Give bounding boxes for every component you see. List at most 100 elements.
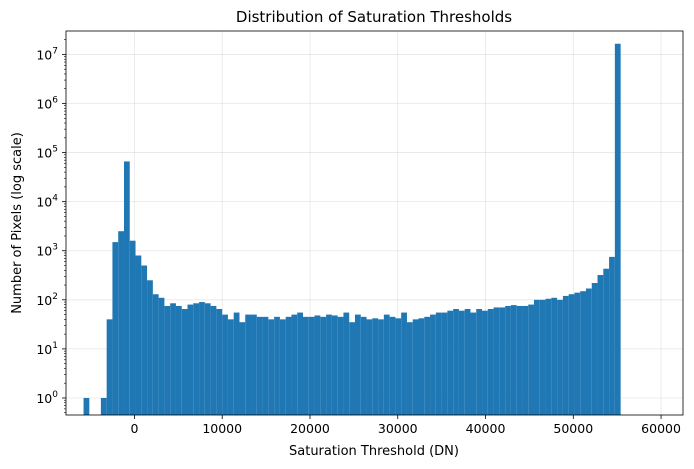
histogram-bar [291,314,298,415]
x-tick-label: 30000 [378,421,418,436]
histogram-bar [285,316,292,415]
histogram-bar [216,309,223,415]
histogram-bar [609,256,615,415]
histogram-bar [378,319,384,415]
x-tick-label: 50000 [553,421,593,436]
histogram-bar [551,297,558,415]
histogram-bar [366,319,373,415]
histogram-bar [343,312,350,415]
histogram-bar [401,312,407,415]
histogram-bar [441,312,448,415]
histogram-bar [187,304,194,415]
histogram-bar [279,319,286,415]
histogram-bar [245,314,252,415]
histogram-bar [476,309,483,415]
histogram-bar [326,314,332,415]
histogram-bar [222,314,228,415]
histogram-bar [528,304,535,415]
histogram-bar [545,298,552,415]
y-tick-label: 103 [36,243,58,259]
histogram-bar [360,316,367,415]
histogram-bar [233,312,240,415]
histogram-bar [262,316,269,415]
histogram-bar [251,314,257,415]
histogram-bar [603,268,610,415]
histogram-bar [181,309,188,415]
histogram-bar [256,316,263,415]
histogram-bar [464,309,471,415]
x-axis-ticks: 0 10000 20000 30000 40000 50000 60000 [130,415,681,436]
histogram-bar [239,322,246,415]
histogram-bar [106,319,113,415]
histogram-bar [516,305,523,415]
histogram-bar [418,318,425,415]
histogram-bar [482,310,488,415]
histogram-bar [303,316,309,415]
histogram-bar [83,397,90,415]
histogram-bar [493,307,500,415]
plot-frame [65,30,684,416]
histogram-bar [227,319,234,415]
histogram-bar [383,314,390,415]
histogram-bar [372,318,379,415]
x-tick-label: 40000 [466,421,506,436]
histogram-bar [412,319,419,415]
histogram-bar [152,294,159,415]
histogram-bar [499,307,506,415]
histogram-bar [406,322,413,415]
histogram-bar [349,322,355,415]
histogram-bar [314,315,321,415]
histogram-bar [574,292,581,415]
histogram-bars [83,43,621,416]
y-axis-ticks: 100 101 102 103 104 105 106 107 [36,39,66,414]
histogram-bar [522,305,529,415]
histogram-bar [164,305,171,415]
y-tick-label: 104 [36,194,58,210]
y-tick-label: 106 [36,95,58,111]
histogram-bar [539,299,546,415]
histogram-bar [123,161,130,415]
histogram-bar [158,297,165,415]
histogram-bar [580,291,586,415]
y-tick-label: 101 [36,341,58,357]
y-tick-label: 100 [36,390,58,406]
y-tick-label: 107 [36,46,58,62]
histogram-bar [591,283,598,415]
histogram-bar [424,316,431,415]
x-axis-label: Saturation Threshold (DN) [289,444,459,459]
histogram-bar [354,314,361,415]
histogram-bar [568,294,575,415]
histogram-bar [562,295,569,415]
histogram-bar [505,305,511,415]
histogram-bar [268,319,275,415]
histogram-bar [435,312,442,415]
histogram-bar [585,288,592,415]
x-tick-label: 20000 [290,421,330,436]
histogram-bar [210,305,217,415]
grid [66,31,683,415]
histogram-bar [487,309,494,415]
histogram-bar [297,312,304,415]
x-tick-label: 0 [130,421,138,436]
histogram-bar [100,397,107,415]
histogram-bar [193,303,200,415]
histogram-bar [430,314,436,415]
histogram-bar [204,303,211,415]
histogram-bar [331,315,338,415]
histogram-bar [470,312,477,415]
histogram-bar [614,43,621,416]
histogram-bar [308,316,315,415]
histogram-bar [274,316,280,415]
histogram-bar [118,231,124,415]
histogram-bar [337,316,344,415]
histogram-bar [170,303,176,415]
y-tick-label: 105 [36,145,58,161]
histogram-bar [320,316,327,415]
histogram-bar [557,299,563,415]
histogram-bar [458,310,465,415]
histogram-bar [141,265,148,415]
histogram-bar [447,310,454,415]
y-axis-label: Number of Pixels (log scale) [10,132,25,314]
histogram-bar [147,280,153,415]
